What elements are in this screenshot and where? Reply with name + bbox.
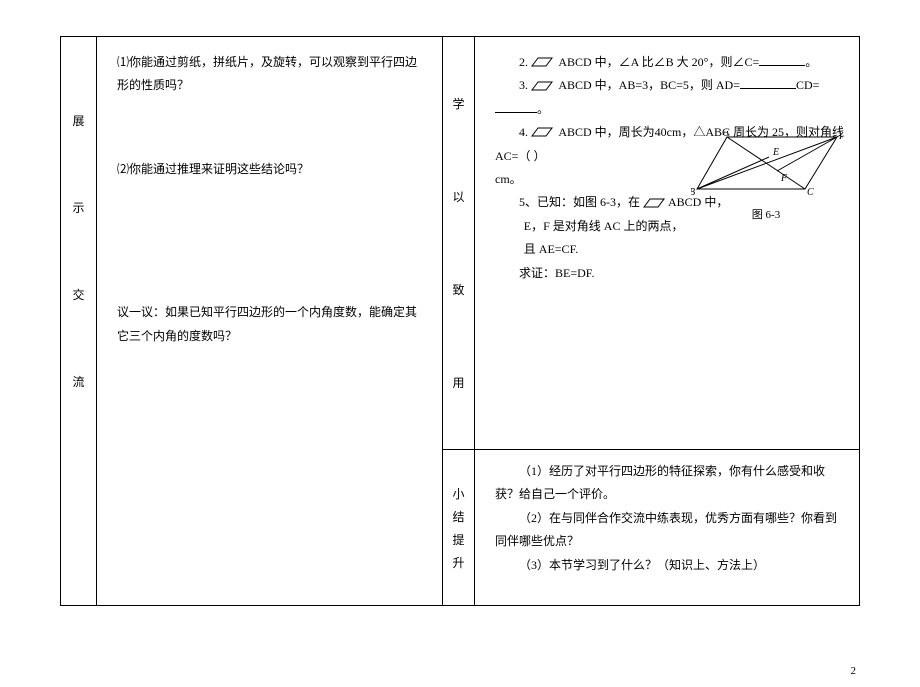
- figure-6-3: A D B C E F 图 6-3: [691, 131, 841, 226]
- question-2: ⑵你能通过推理来证明这些结论吗？: [117, 158, 426, 181]
- text: ABCD 中，∠A 比∠B 大 20°，则∠C=: [556, 55, 759, 69]
- exercise-2: 2. ABCD 中，∠A 比∠B 大 20°，则∠C= 。: [495, 51, 845, 74]
- label-char: 提: [452, 531, 464, 548]
- blank-field[interactable]: [759, 53, 805, 66]
- summary-1: （1）经历了对平行四边形的特征探索，你有什么感受和收获？给自己一个评价。: [495, 460, 845, 507]
- svg-text:B: B: [691, 187, 695, 198]
- text: 3.: [519, 78, 528, 92]
- svg-text:A: A: [722, 131, 730, 138]
- blank-field[interactable]: [495, 100, 537, 113]
- text: 。: [537, 102, 549, 116]
- svg-text:E: E: [772, 147, 779, 158]
- label-char: 以: [452, 188, 464, 205]
- text: 求证：BE=DF.: [519, 266, 594, 280]
- text: 且 AE=CF.: [524, 242, 578, 256]
- text: 。: [805, 55, 817, 69]
- question-1: ⑴你能通过剪纸，拼纸片，及旋转，可以观察到平行四边形的性质吗？: [117, 51, 426, 98]
- exercise-5-line4: 求证：BE=DF.: [495, 262, 845, 285]
- label-char: 用: [452, 374, 464, 391]
- label-char: 升: [452, 554, 464, 571]
- parallelogram-icon: [530, 128, 554, 138]
- summary-3: （3）本节学习到了什么？（知识上、方法上）: [495, 554, 845, 577]
- text: E，F 是对角线 AC 上的两点，: [524, 219, 684, 233]
- parallelogram-icon: [530, 82, 554, 92]
- mid-lower-label: 小 结 提 升: [443, 450, 474, 605]
- label-char: 交: [72, 286, 84, 303]
- svg-text:F: F: [780, 173, 788, 184]
- left-section-label: 展 示 交 流: [61, 37, 97, 605]
- text: CD=: [796, 78, 819, 92]
- blank-field[interactable]: [740, 76, 796, 89]
- label-char: 学: [452, 95, 464, 112]
- text: 4.: [519, 125, 528, 139]
- right-content: 2. ABCD 中，∠A 比∠B 大 20°，则∠C= 。 3. ABCD 中，A…: [475, 37, 859, 605]
- text: 2.: [519, 55, 528, 69]
- parallelogram-diagram: A D B C E F: [691, 131, 841, 203]
- mid-upper-label: 学 以 致 用: [443, 37, 474, 450]
- worksheet-table: 展 示 交 流 ⑴你能通过剪纸，拼纸片，及旋转，可以观察到平行四边形的性质吗？ …: [60, 36, 860, 606]
- parallelogram-icon: [530, 58, 554, 68]
- label-char: 流: [72, 373, 84, 390]
- text: 5、已知：如图 6-3，在: [519, 195, 640, 209]
- label-char: 展: [72, 112, 84, 129]
- label-char: 示: [72, 199, 84, 216]
- discuss-label: 议一议：: [117, 305, 165, 319]
- exercise-3: 3. ABCD 中，AB=3，BC=5，则 AD= CD= 。: [495, 74, 845, 121]
- exercises: 2. ABCD 中，∠A 比∠B 大 20°，则∠C= 。 3. ABCD 中，A…: [475, 37, 859, 450]
- discuss-block: 议一议：如果已知平行四边形的一个内角度数，能确定其它三个内角的度数吗？: [117, 301, 426, 348]
- left-content: ⑴你能通过剪纸，拼纸片，及旋转，可以观察到平行四边形的性质吗？ ⑵你能通过推理来…: [97, 37, 443, 605]
- text: ABCD 中，AB=3，BC=5，则 AD=: [556, 78, 740, 92]
- label-char: 结: [452, 508, 464, 525]
- exercise-5-line3: 且 AE=CF.: [495, 238, 845, 261]
- svg-text:C: C: [807, 187, 814, 198]
- label-char: 致: [452, 281, 464, 298]
- label-char: 小: [452, 485, 464, 502]
- summary-2: （2）在与同伴合作交流中练表现，优秀方面有哪些？你看到同伴哪些优点？: [495, 507, 845, 554]
- parallelogram-icon: [642, 199, 666, 209]
- svg-text:D: D: [838, 131, 841, 142]
- summary-block: （1）经历了对平行四边形的特征探索，你有什么感受和收获？给自己一个评价。 （2）…: [475, 450, 859, 605]
- page-number: 2: [851, 665, 857, 677]
- mid-section-labels: 学 以 致 用 小 结 提 升: [443, 37, 475, 605]
- figure-caption: 图 6-3: [691, 205, 841, 226]
